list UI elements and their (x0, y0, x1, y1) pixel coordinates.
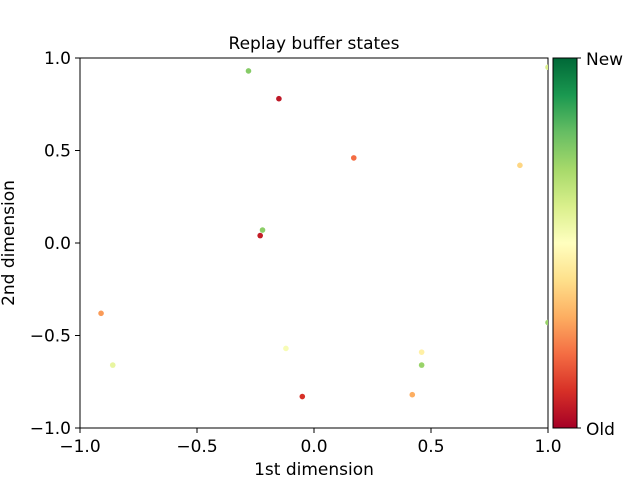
data-point (257, 232, 263, 239)
colorbar-bottom-label: Old (586, 420, 615, 440)
data-point (299, 393, 306, 400)
y-tick-label: −1.0 (30, 419, 71, 439)
data-point (350, 155, 357, 161)
x-axis-ticks: −1.0 −0.5 0.0 0.5 1.0 (59, 428, 562, 457)
data-point (418, 362, 425, 368)
data-point (276, 95, 282, 102)
colorbar-top-label: New (586, 50, 623, 70)
data-point (283, 345, 289, 352)
y-tick-label: 0.0 (44, 234, 71, 254)
data-point (109, 362, 116, 368)
y-tick-label: −0.5 (30, 327, 71, 347)
plot-area (79, 57, 549, 429)
data-point (259, 227, 266, 233)
data-point (418, 349, 425, 355)
x-axis-label: 1st dimension (254, 460, 374, 480)
y-tick-label: 1.0 (44, 49, 71, 69)
y-axis-ticks: −1.0 −0.5 0.0 0.5 1.0 (30, 49, 80, 439)
data-point (245, 68, 252, 74)
data-point (98, 310, 104, 317)
data-points (98, 64, 548, 400)
data-point (545, 64, 548, 71)
x-tick-label: −0.5 (176, 437, 217, 457)
x-tick-label: 0.5 (417, 437, 444, 457)
data-point (409, 391, 416, 398)
y-tick-label: 0.5 (44, 142, 71, 162)
data-point (545, 319, 548, 326)
x-tick-label: −1.0 (59, 437, 100, 457)
data-point (517, 162, 523, 169)
colorbar (552, 57, 578, 429)
x-tick-label: 1.0 (534, 437, 561, 457)
y-axis-label: 2nd dimension (0, 180, 19, 306)
x-tick-label: 0.0 (300, 437, 327, 457)
chart-title: Replay buffer states (229, 34, 400, 54)
